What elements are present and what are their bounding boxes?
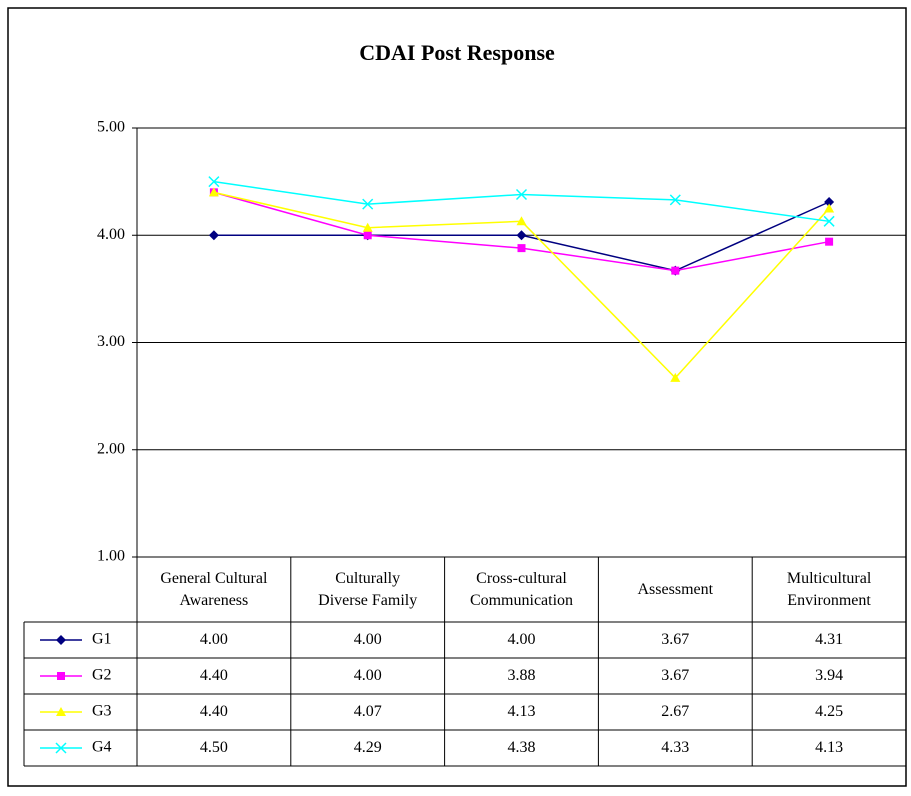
- marker: [55, 742, 67, 754]
- data-value: 3.67: [661, 631, 690, 648]
- y-tick-label: 3.00: [97, 333, 125, 350]
- chart-title: CDAI Post Response: [359, 40, 555, 65]
- data-value: 4.13: [507, 703, 536, 720]
- data-value: 3.88: [507, 667, 536, 684]
- y-tick-label: 5.00: [97, 119, 125, 136]
- marker: [669, 194, 681, 206]
- chart-border: [7, 7, 907, 787]
- category-label: Multicultural Environment: [786, 569, 872, 609]
- marker: [517, 244, 526, 253]
- legend-label: G4: [92, 739, 112, 756]
- data-value: 4.07: [353, 703, 382, 720]
- legend-label: G1: [92, 631, 112, 648]
- marker: [57, 672, 65, 680]
- data-value: 4.00: [353, 667, 382, 684]
- data-value: 4.00: [507, 631, 536, 648]
- category-label: Cross-cultural Communication: [469, 569, 574, 609]
- marker: [824, 197, 835, 208]
- marker: [362, 198, 374, 210]
- data-value: 4.33: [661, 739, 690, 756]
- data-value: 4.00: [199, 631, 228, 648]
- marker: [208, 187, 219, 197]
- marker: [823, 215, 835, 227]
- data-value: 4.38: [507, 739, 536, 756]
- marker: [824, 203, 835, 213]
- data-value: 4.13: [815, 739, 844, 756]
- marker: [670, 372, 681, 382]
- marker: [208, 230, 219, 241]
- y-tick-label: 2.00: [97, 440, 125, 457]
- data-value: 4.25: [815, 703, 844, 720]
- marker: [363, 231, 372, 240]
- marker: [516, 230, 527, 241]
- marker: [825, 237, 834, 246]
- data-value: 4.50: [199, 739, 228, 756]
- category-label: Culturally Diverse Family: [318, 569, 418, 609]
- data-value: 2.67: [661, 703, 690, 720]
- data-value: 4.40: [199, 667, 228, 684]
- data-value: 4.00: [353, 631, 382, 648]
- legend-label: G2: [92, 667, 112, 684]
- category-label: General Cultural Awareness: [160, 569, 268, 609]
- data-value: 3.94: [815, 667, 844, 684]
- y-tick-label: 4.00: [97, 226, 125, 243]
- data-value: 4.29: [353, 739, 382, 756]
- marker: [671, 266, 680, 275]
- y-tick-label: 1.00: [97, 548, 125, 565]
- data-value: 4.40: [199, 703, 228, 720]
- marker: [362, 222, 373, 232]
- marker: [56, 635, 66, 645]
- marker: [515, 188, 528, 201]
- marker: [516, 216, 527, 226]
- data-value: 3.67: [661, 667, 690, 684]
- legend-label: G3: [92, 703, 112, 720]
- category-label: Assessment: [637, 580, 714, 598]
- data-value: 4.31: [815, 631, 844, 648]
- marker: [56, 707, 66, 716]
- marker: [208, 176, 220, 188]
